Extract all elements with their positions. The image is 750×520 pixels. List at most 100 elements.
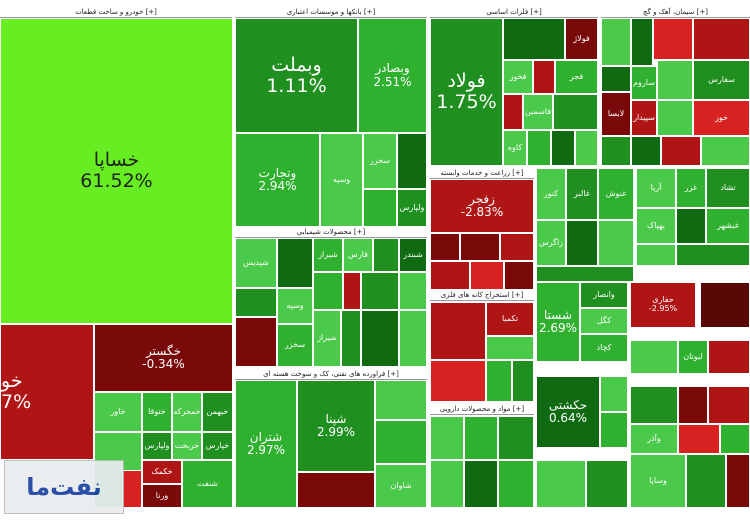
tile-small[interactable]: غنوش (598, 168, 634, 220)
tile-small[interactable] (527, 130, 551, 166)
sector-header-banks[interactable]: بانکها و موسسات اعتباری [+] (235, 7, 427, 18)
tile-small[interactable] (598, 220, 634, 266)
tile-small[interactable]: تشاد (706, 168, 750, 208)
tile-small[interactable] (661, 136, 701, 166)
tile-small[interactable]: کاوه (503, 130, 527, 166)
tile-small[interactable] (470, 261, 504, 290)
tile-small[interactable] (375, 380, 427, 420)
tile-small[interactable]: سپیدار (631, 100, 657, 136)
tile-small[interactable]: وسپه (277, 288, 313, 324)
tile-small[interactable]: شنفت (182, 460, 233, 508)
tile-small[interactable]: خبهمن (202, 392, 233, 432)
tile-small[interactable] (460, 233, 500, 261)
tile-small[interactable] (399, 272, 427, 310)
tile-small[interactable]: لابسا (601, 92, 631, 136)
tile-small[interactable] (720, 424, 750, 454)
tile-small[interactable] (686, 454, 726, 508)
tile-small[interactable]: غبشهر (706, 208, 750, 244)
tile-small[interactable] (313, 272, 343, 310)
tile-foolad[interactable]: فولاد 1.75% (430, 18, 503, 166)
tile-small[interactable] (693, 18, 750, 60)
tile-small[interactable] (653, 18, 693, 60)
tile-small[interactable] (235, 317, 277, 367)
tile-small[interactable]: شبندر (399, 238, 427, 272)
sector-header-food[interactable]: فراورده های نفتی، کک و سوخت هسته ای [+] (235, 369, 427, 380)
tile-small[interactable] (657, 60, 693, 100)
tile-small[interactable]: فاسمین (523, 94, 553, 130)
tile-small[interactable]: وآذر (630, 424, 678, 454)
tile-small[interactable]: غالبر (566, 168, 598, 220)
tile-small[interactable]: زاگرس (536, 220, 566, 266)
tile-small[interactable]: کنور (536, 168, 566, 220)
sector-header-auto[interactable]: خودرو و ساخت قطعات [+] (0, 7, 232, 18)
tile-small[interactable] (430, 261, 470, 290)
tile-shepna[interactable]: شپنا 2.99% (297, 380, 375, 472)
tile-hafari[interactable]: حفاری -2.95% (630, 282, 696, 328)
tile-khasapa[interactable]: خساپا 61.52% (0, 18, 233, 324)
tile-small[interactable] (277, 238, 313, 288)
tile-small[interactable]: ولپارس (142, 432, 172, 460)
tile-small[interactable] (397, 133, 427, 189)
tile-small[interactable]: غزر (676, 168, 706, 208)
tile-small[interactable] (464, 460, 498, 508)
tile-hekashti[interactable]: حکشتی 0.64% (536, 376, 600, 448)
tile-small[interactable] (678, 386, 708, 424)
tile-small[interactable] (486, 336, 534, 360)
tile-small[interactable] (343, 272, 361, 310)
tile-small[interactable] (601, 136, 631, 166)
tile-small[interactable]: شیراز (313, 310, 341, 367)
tile-small[interactable] (363, 189, 397, 227)
sector-header-pharma[interactable]: مواد و محصولات دارویی [+] (430, 404, 534, 415)
tile-vatejarat[interactable]: وتجارت 2.94% (235, 133, 320, 227)
tile-small[interactable]: ولپارس (397, 189, 427, 227)
tile-small[interactable] (657, 100, 693, 136)
tile-small[interactable]: سفارس (693, 60, 750, 100)
tile-small[interactable] (399, 310, 427, 367)
tile-small[interactable] (373, 238, 399, 272)
sector-header-agri[interactable]: زراعت و خدمات وابسته [+] (430, 168, 534, 179)
tile-small[interactable] (600, 376, 628, 412)
tile-small[interactable] (566, 220, 598, 266)
tile-small[interactable] (430, 460, 464, 508)
tile-small[interactable]: فجر (555, 60, 598, 94)
tile-vasader[interactable]: وبصادر 2.51% (358, 18, 427, 133)
tile-small[interactable]: خمحرکه (172, 392, 202, 432)
tile-khegostar[interactable]: خگستر -0.34% (94, 324, 233, 392)
tile-small[interactable]: خکمک (142, 460, 182, 484)
sector-header-mining[interactable]: استخراج کانه های فلزی [+] (430, 290, 534, 301)
tile-small[interactable]: آریا (636, 168, 676, 208)
tile-small[interactable] (498, 416, 534, 460)
tile-small[interactable] (430, 302, 486, 360)
tile-small[interactable] (486, 360, 512, 402)
tile-small[interactable]: ورنا (142, 484, 182, 508)
tile-shesta[interactable]: شستا 2.69% (536, 282, 580, 362)
tile-small[interactable] (553, 94, 598, 130)
sector-header-metals[interactable]: فلزات اساسی [+] (430, 7, 598, 18)
tile-small[interactable]: شیراز (313, 238, 343, 272)
tile-small[interactable]: ساروم (631, 66, 657, 100)
tile-small[interactable] (512, 360, 534, 402)
tile-small[interactable]: شپدیس (235, 238, 277, 288)
tile-shetran[interactable]: شتران 2.97% (235, 380, 297, 508)
tile-small[interactable] (586, 460, 628, 508)
tile-small[interactable] (375, 420, 427, 464)
tile-small[interactable] (601, 18, 631, 66)
tile-small[interactable]: فولاژ (565, 18, 598, 60)
tile-small[interactable] (498, 460, 534, 508)
tile-small[interactable] (676, 208, 706, 244)
tile-small[interactable] (533, 60, 555, 94)
tile-small[interactable] (630, 340, 678, 374)
tile-small[interactable]: بهپاک (636, 208, 676, 244)
tile-small[interactable] (503, 94, 523, 130)
tile-small[interactable] (361, 272, 399, 310)
tile-khodro[interactable]: خو 7% (0, 324, 94, 460)
tile-small[interactable]: وسپه (320, 133, 363, 227)
tile-small[interactable]: کچاد (580, 334, 628, 362)
tile-small[interactable] (361, 310, 399, 367)
tile-small[interactable] (700, 282, 750, 328)
tile-small[interactable] (500, 233, 534, 261)
tile-small[interactable] (536, 460, 586, 508)
tile-small[interactable] (636, 244, 676, 266)
tile-small[interactable]: سخزر (363, 133, 397, 189)
tile-small[interactable] (235, 288, 277, 317)
